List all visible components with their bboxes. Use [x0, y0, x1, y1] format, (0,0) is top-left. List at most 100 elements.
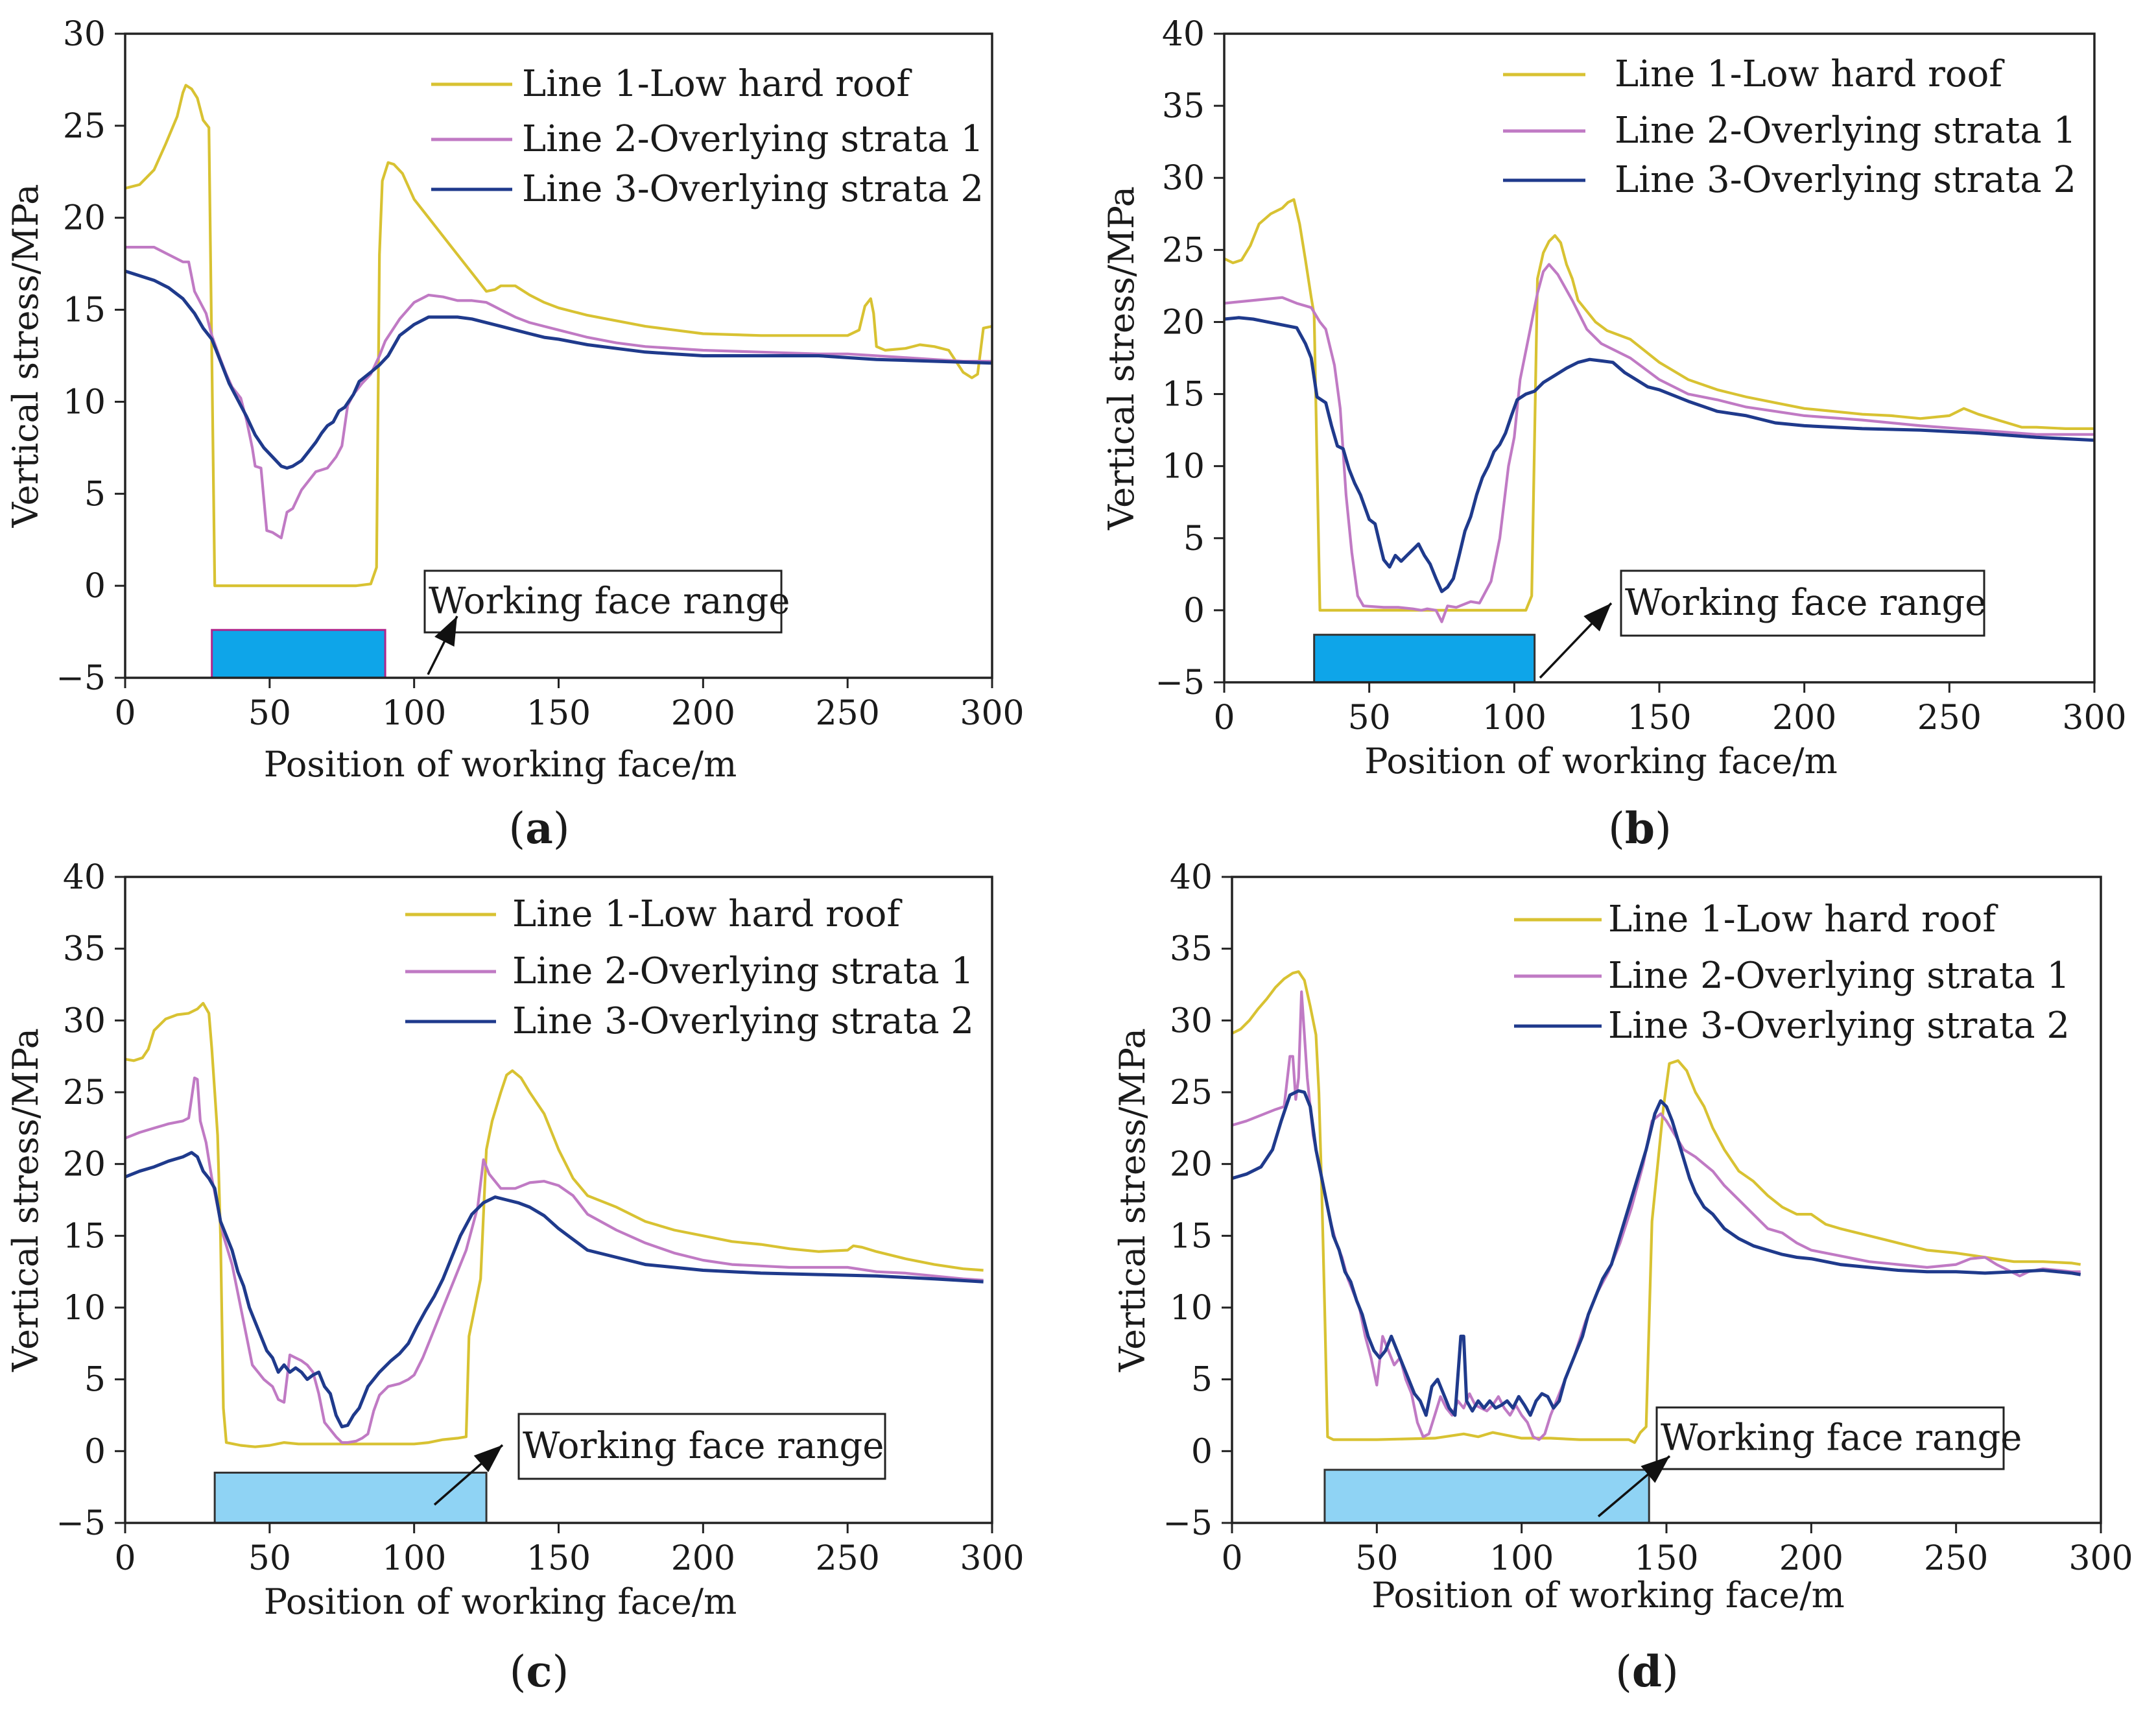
annotation-box: [1620, 569, 1985, 637]
y-tick-label: 25: [1162, 231, 1205, 270]
series-line-1: [1224, 198, 2094, 612]
working-face-range-bar: [213, 1472, 488, 1524]
x-tick-label: 200: [1772, 699, 1836, 737]
x-tick-label: 250: [1917, 699, 1982, 737]
legend-label-3: Line 3-Overlying strata 2: [1608, 1005, 2070, 1047]
working-face-range-bar: [1323, 1468, 1650, 1524]
annotation-arrow-head: [473, 1445, 503, 1472]
x-tick-label: 300: [2068, 1539, 2133, 1578]
y-tick-label: 15: [1162, 376, 1205, 414]
x-tick-label: 100: [382, 1539, 446, 1578]
y-tick-label: 15: [63, 291, 106, 330]
y-axis-label: Vertical stress/MPa: [1101, 186, 1142, 531]
annotation-arrow-head: [1641, 1456, 1670, 1483]
x-tick-label: 150: [1627, 699, 1691, 737]
series-line-2: [1231, 990, 2081, 1441]
legend-label-1: Line 1-Low hard roof: [512, 893, 903, 935]
annotation-label: Working face range: [523, 1425, 884, 1467]
y-tick-label: 30: [63, 1001, 106, 1040]
y-tick-label: 35: [63, 930, 106, 969]
chart-panel-d: 0 50 100 150 200 250 300−50510152025303540Posi…: [1112, 858, 2133, 1697]
y-tick-label: 40: [1170, 858, 1213, 897]
legend-label-1: Line 1-Low hard roof: [522, 63, 912, 105]
x-axis-label: Position of working face/m: [1364, 741, 1838, 782]
legend-label-3: Line 3-Overlying strata 2: [522, 168, 984, 210]
annotation-box: [517, 1413, 886, 1480]
y-tick-label: 20: [63, 199, 106, 238]
y-tick-label: 30: [1162, 159, 1205, 198]
x-tick-label: 100: [1482, 699, 1546, 737]
legend-label-2: Line 2-Overlying strata 1: [1615, 110, 2076, 152]
y-tick-label: 5: [84, 1361, 106, 1400]
y-tick-label: 10: [1170, 1289, 1213, 1328]
x-axis-label: Position of working face/m: [264, 1581, 737, 1622]
x-tick-label: 50: [248, 694, 291, 733]
annotation-box: [423, 569, 783, 634]
y-tick-label: 15: [63, 1217, 106, 1256]
working-face-range-bar: [211, 628, 386, 679]
y-tick-label: 20: [1170, 1145, 1213, 1184]
series-line-3: [1224, 316, 2095, 593]
y-tick-label: 40: [63, 858, 106, 897]
y-tick-label: −5: [56, 659, 106, 698]
y-tick-label: −5: [56, 1504, 106, 1543]
x-tick-label: 250: [816, 694, 880, 733]
annotation-arrow-head: [1583, 603, 1611, 632]
y-axis-label: Vertical stress/MPa: [1112, 1028, 1153, 1372]
x-tick-label: 300: [2062, 699, 2126, 737]
panel-caption: (b): [1608, 803, 1672, 854]
working-face-range-bar: [1313, 634, 1536, 684]
x-tick-label: 200: [1779, 1539, 1843, 1578]
annotation-arrow-head: [434, 616, 457, 647]
y-tick-label: −5: [1163, 1504, 1213, 1543]
annotation-box: [1655, 1406, 2005, 1470]
legend-label-2: Line 2-Overlying strata 1: [522, 118, 984, 160]
series-line-2: [124, 1076, 984, 1444]
x-tick-label: 0: [114, 694, 136, 733]
x-tick-label: 0: [1221, 1539, 1242, 1578]
legend-label-2: Line 2-Overlying strata 1: [1608, 955, 2070, 997]
chart-panel-c: 0 50 100 150 200 250 300−50510152025303540Posi…: [5, 858, 1025, 1697]
y-tick-label: 0: [1183, 592, 1205, 630]
annotation-label: Working face range: [1625, 582, 1986, 624]
y-tick-label: 10: [63, 383, 106, 422]
legend-label-1: Line 1-Low hard roof: [1608, 898, 1998, 940]
legend-label-3: Line 3-Overlying strata 2: [512, 1000, 974, 1042]
legend-label-1: Line 1-Low hard roof: [1615, 53, 2005, 95]
series-line-3: [124, 269, 993, 470]
x-tick-label: 0: [1213, 699, 1235, 737]
y-tick-label: 5: [84, 475, 106, 514]
y-tick-label: 5: [1183, 520, 1205, 558]
y-tick-label: 25: [63, 107, 106, 146]
x-tick-label: 50: [1355, 1539, 1398, 1578]
y-tick-label: 5: [1191, 1361, 1213, 1400]
x-axis-label: Position of working face/m: [264, 744, 737, 785]
x-tick-label: 200: [671, 694, 735, 733]
panel-caption: (a): [508, 803, 569, 854]
x-tick-label: 200: [671, 1539, 735, 1578]
y-tick-label: 0: [84, 567, 106, 606]
annotation-label: Working face range: [429, 580, 790, 623]
x-tick-label: 50: [248, 1539, 291, 1578]
y-tick-label: 35: [1170, 930, 1213, 969]
y-tick-label: 15: [1170, 1217, 1213, 1256]
legend-label-3: Line 3-Overlying strata 2: [1615, 159, 2076, 201]
y-tick-label: 20: [1162, 303, 1205, 342]
y-tick-label: 0: [1191, 1432, 1213, 1471]
chart-panel-b: 0 50 100 150 200 250 300−50510152025303540Posi…: [1101, 15, 2127, 854]
series-line-3: [124, 1151, 984, 1429]
chart-panel-a: 0 50 100 150 200 250 300−5051015202530Position…: [5, 15, 1025, 854]
y-tick-label: 0: [84, 1432, 106, 1471]
y-tick-label: 30: [63, 15, 106, 54]
x-tick-label: 150: [1634, 1539, 1698, 1578]
x-tick-label: 100: [1489, 1539, 1554, 1578]
x-tick-label: 300: [960, 1539, 1024, 1578]
x-tick-label: 250: [1924, 1539, 1988, 1578]
x-tick-label: 150: [527, 694, 591, 733]
series-line-2: [125, 246, 992, 540]
x-tick-label: 100: [382, 694, 446, 733]
y-axis-label: Vertical stress/MPa: [5, 184, 46, 529]
y-tick-label: 25: [1170, 1073, 1213, 1112]
x-tick-label: 150: [527, 1539, 591, 1578]
